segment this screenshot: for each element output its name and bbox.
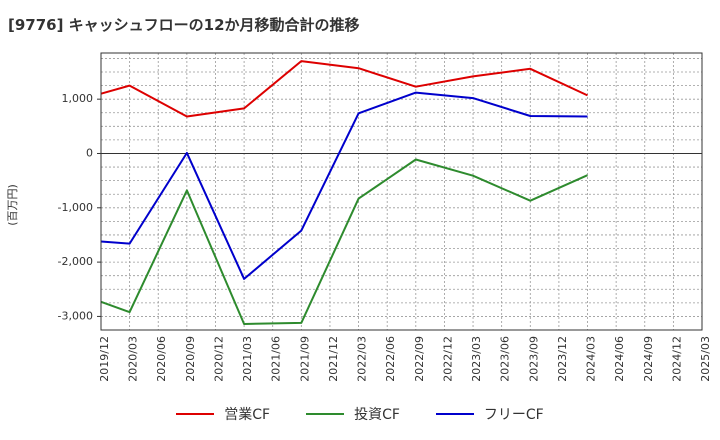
legend-label: 投資CF bbox=[354, 407, 400, 423]
x-tick-label: 2020/12 bbox=[212, 336, 225, 382]
legend-label: フリーCF bbox=[483, 407, 544, 423]
y-tick-label: -3,000 bbox=[58, 309, 93, 322]
y-tick-label: -1,000 bbox=[58, 201, 93, 214]
x-tick-label: 2024/06 bbox=[613, 336, 626, 382]
y-tick-label: -2,000 bbox=[58, 255, 93, 268]
legend-label: 営業CF bbox=[224, 407, 271, 423]
x-tick-label: 2022/06 bbox=[384, 336, 397, 382]
x-tick-label: 2021/12 bbox=[327, 336, 340, 382]
x-tick-label: 2023/12 bbox=[556, 336, 569, 382]
x-tick-label: 2023/06 bbox=[499, 336, 512, 382]
y-tick-label: 0 bbox=[86, 146, 93, 159]
legend-item-1: 営業CF bbox=[176, 404, 270, 424]
legend: 営業CF 投資CF フリーCF bbox=[0, 404, 720, 424]
legend-item-2: 投資CF bbox=[306, 404, 400, 424]
x-tick-label: 2021/06 bbox=[270, 336, 283, 382]
x-tick-label: 2022/12 bbox=[441, 336, 454, 382]
x-tick-label: 2025/03 bbox=[699, 336, 712, 382]
y-tick-label: 1,000 bbox=[62, 92, 94, 105]
chart-title: [9776] キャッシュフローの12か月移動合計の推移 bbox=[8, 16, 360, 34]
x-tick-label: 2021/03 bbox=[241, 336, 254, 382]
axis-layer: 2019/12 2020/03 2020/06 2020/09 2020/12 2021/… bbox=[58, 52, 712, 382]
x-tick-label: 2023/09 bbox=[527, 336, 540, 382]
series-line-3 bbox=[100, 91, 588, 280]
series-layer bbox=[100, 60, 588, 325]
grid-layer bbox=[101, 53, 702, 330]
x-tick-label: 2020/06 bbox=[155, 336, 168, 382]
x-tick-label: 2024/03 bbox=[585, 336, 598, 382]
x-tick-label: 2024/12 bbox=[670, 336, 683, 382]
x-tick-label: 2022/03 bbox=[356, 336, 369, 382]
x-tick-label: 2020/09 bbox=[184, 336, 197, 382]
legend-swatch bbox=[306, 413, 345, 415]
y-axis-label: (百万円) bbox=[6, 184, 19, 226]
plot-frame bbox=[100, 52, 703, 331]
series-line-2 bbox=[100, 158, 588, 325]
x-tick-label: 2020/03 bbox=[127, 336, 140, 382]
x-tick-label: 2023/03 bbox=[470, 336, 483, 382]
legend-swatch bbox=[176, 413, 215, 415]
legend-item-3: フリーCF bbox=[435, 404, 544, 424]
x-tick-label: 2024/09 bbox=[642, 336, 655, 382]
series-line-1 bbox=[100, 60, 588, 118]
legend-swatch bbox=[435, 413, 474, 415]
x-tick-label: 2021/09 bbox=[298, 336, 311, 382]
x-tick-label: 2019/12 bbox=[98, 336, 111, 382]
x-tick-label: 2022/09 bbox=[413, 336, 426, 382]
